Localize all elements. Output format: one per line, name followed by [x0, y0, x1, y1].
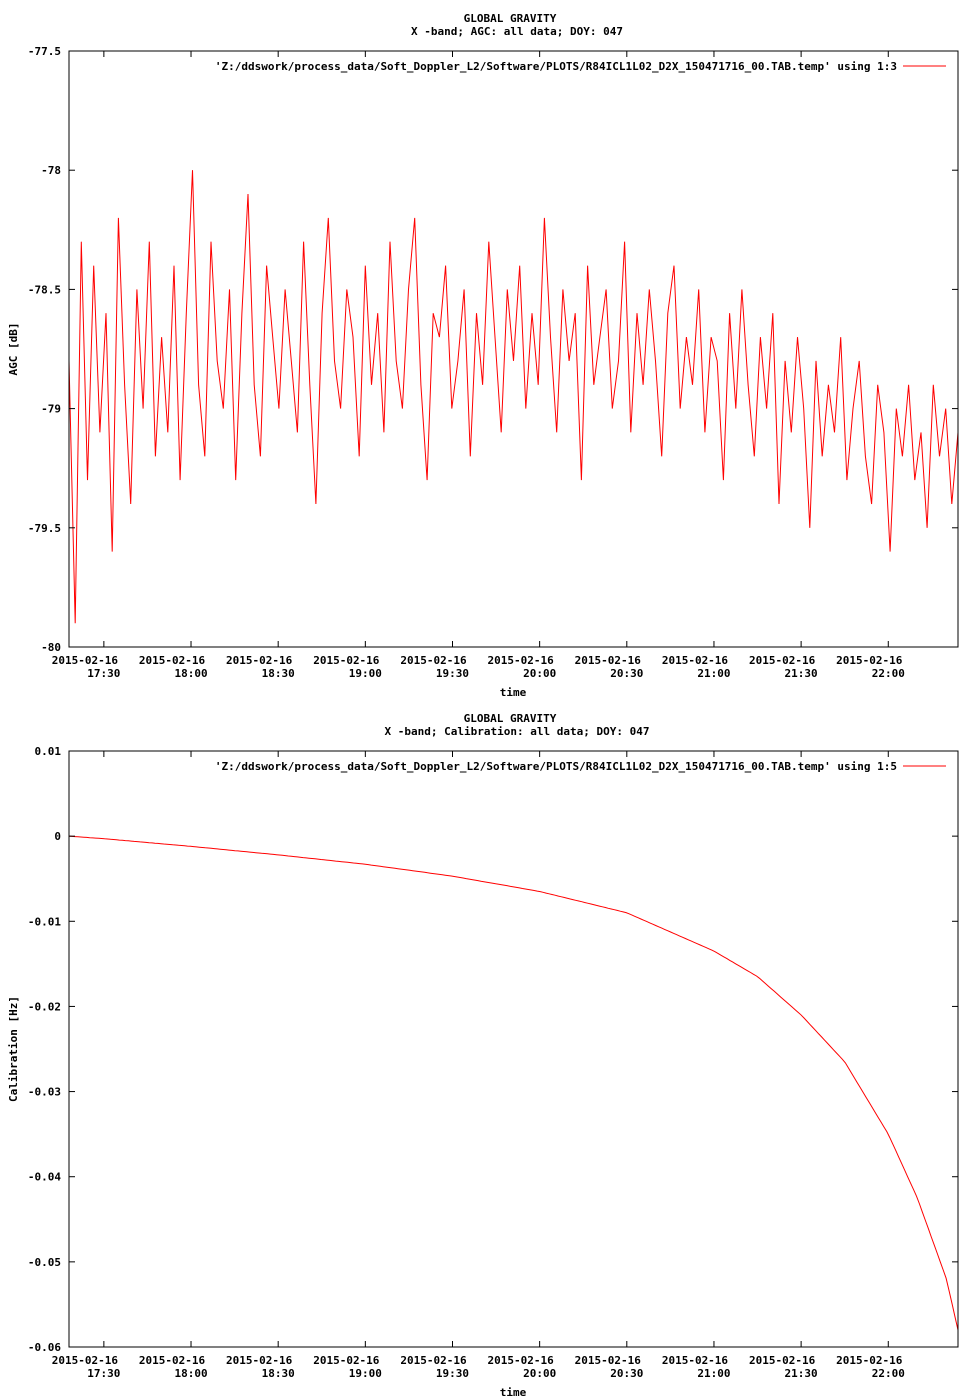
x-tick-date: 2015-02-16	[400, 1354, 467, 1367]
series-line	[68, 835, 959, 1331]
y-tick-label: -0.03	[28, 1086, 61, 1099]
x-tick-date: 2015-02-16	[749, 1354, 816, 1367]
x-tick-date: 2015-02-16	[662, 1354, 729, 1367]
calibration-chart: GLOBAL GRAVITY X -band; Calibration: all…	[7, 712, 959, 1399]
x-tick-time: 20:30	[610, 1367, 643, 1380]
legend-entry: 'Z:/ddswork/process_data/Soft_Doppler_L2…	[215, 60, 897, 73]
x-tick-time: 19:30	[436, 667, 469, 680]
x-tick-date: 2015-02-16	[313, 1354, 380, 1367]
x-tick-date: 2015-02-16	[488, 1354, 555, 1367]
x-tick-date: 2015-02-16	[52, 1354, 119, 1367]
x-axis-label: time	[500, 1386, 527, 1399]
x-tick-date: 2015-02-16	[488, 654, 555, 667]
y-tick-label: 0	[54, 830, 61, 843]
y-tick-label: -79	[41, 403, 61, 416]
y-tick-label: -0.01	[28, 915, 61, 928]
x-tick-time: 20:30	[610, 667, 643, 680]
chart-title: GLOBAL GRAVITY	[464, 712, 557, 725]
y-tick-label: -0.06	[28, 1341, 61, 1354]
x-tick-time: 21:30	[785, 1367, 818, 1380]
x-tick-time: 21:00	[697, 667, 730, 680]
y-tick-label: -78	[41, 164, 61, 177]
series-line	[68, 170, 959, 624]
chart-subtitle: X -band; AGC: all data; DOY: 047	[411, 25, 623, 38]
y-axis-label: AGC [dB]	[7, 323, 20, 376]
x-tick-date: 2015-02-16	[313, 654, 380, 667]
x-tick-date: 2015-02-16	[836, 654, 903, 667]
y-tick-label: -0.02	[28, 1000, 61, 1013]
x-tick-date: 2015-02-16	[226, 654, 293, 667]
x-tick-date: 2015-02-16	[575, 654, 642, 667]
x-tick-time: 19:00	[349, 1367, 382, 1380]
chart-subtitle: X -band; Calibration: all data; DOY: 047	[385, 725, 650, 738]
x-tick-date: 2015-02-16	[52, 654, 119, 667]
x-tick-date: 2015-02-16	[575, 1354, 642, 1367]
x-tick-time: 22:00	[872, 667, 905, 680]
x-tick-time: 20:00	[523, 1367, 556, 1380]
x-tick-time: 21:00	[697, 1367, 730, 1380]
x-tick-time: 20:00	[523, 667, 556, 680]
y-axis-label: Calibration [Hz]	[7, 996, 20, 1102]
x-tick-time: 19:30	[436, 1367, 469, 1380]
x-tick-date: 2015-02-16	[226, 1354, 293, 1367]
chart-title: GLOBAL GRAVITY	[464, 12, 557, 25]
agc-chart: GLOBAL GRAVITY X -band; AGC: all data; D…	[7, 12, 959, 699]
x-tick-time: 21:30	[785, 667, 818, 680]
x-tick-date: 2015-02-16	[836, 1354, 903, 1367]
x-tick-time: 18:00	[174, 1367, 207, 1380]
x-tick-date: 2015-02-16	[400, 654, 467, 667]
plot-frame	[68, 750, 959, 1348]
x-tick-date: 2015-02-16	[139, 1354, 206, 1367]
x-tick-time: 18:00	[174, 667, 207, 680]
x-tick-date: 2015-02-16	[139, 654, 206, 667]
x-tick-time: 17:30	[87, 667, 120, 680]
x-tick-time: 18:30	[262, 667, 295, 680]
x-tick-time: 22:00	[872, 1367, 905, 1380]
plot-frame	[68, 50, 959, 648]
y-tick-label: -80	[41, 641, 61, 654]
y-tick-label: -79.5	[28, 522, 61, 535]
x-tick-time: 19:00	[349, 667, 382, 680]
y-tick-label: -77.5	[28, 45, 61, 58]
x-tick-date: 2015-02-16	[662, 654, 729, 667]
y-tick-label: -0.05	[28, 1256, 61, 1269]
x-axis-label: time	[500, 686, 527, 699]
x-tick-time: 18:30	[262, 1367, 295, 1380]
y-tick-label: 0.01	[35, 745, 62, 758]
y-tick-label: -0.04	[28, 1171, 61, 1184]
x-tick-date: 2015-02-16	[749, 654, 816, 667]
x-tick-time: 17:30	[87, 1367, 120, 1380]
y-tick-label: -78.5	[28, 283, 61, 296]
legend-entry: 'Z:/ddswork/process_data/Soft_Doppler_L2…	[215, 760, 897, 773]
